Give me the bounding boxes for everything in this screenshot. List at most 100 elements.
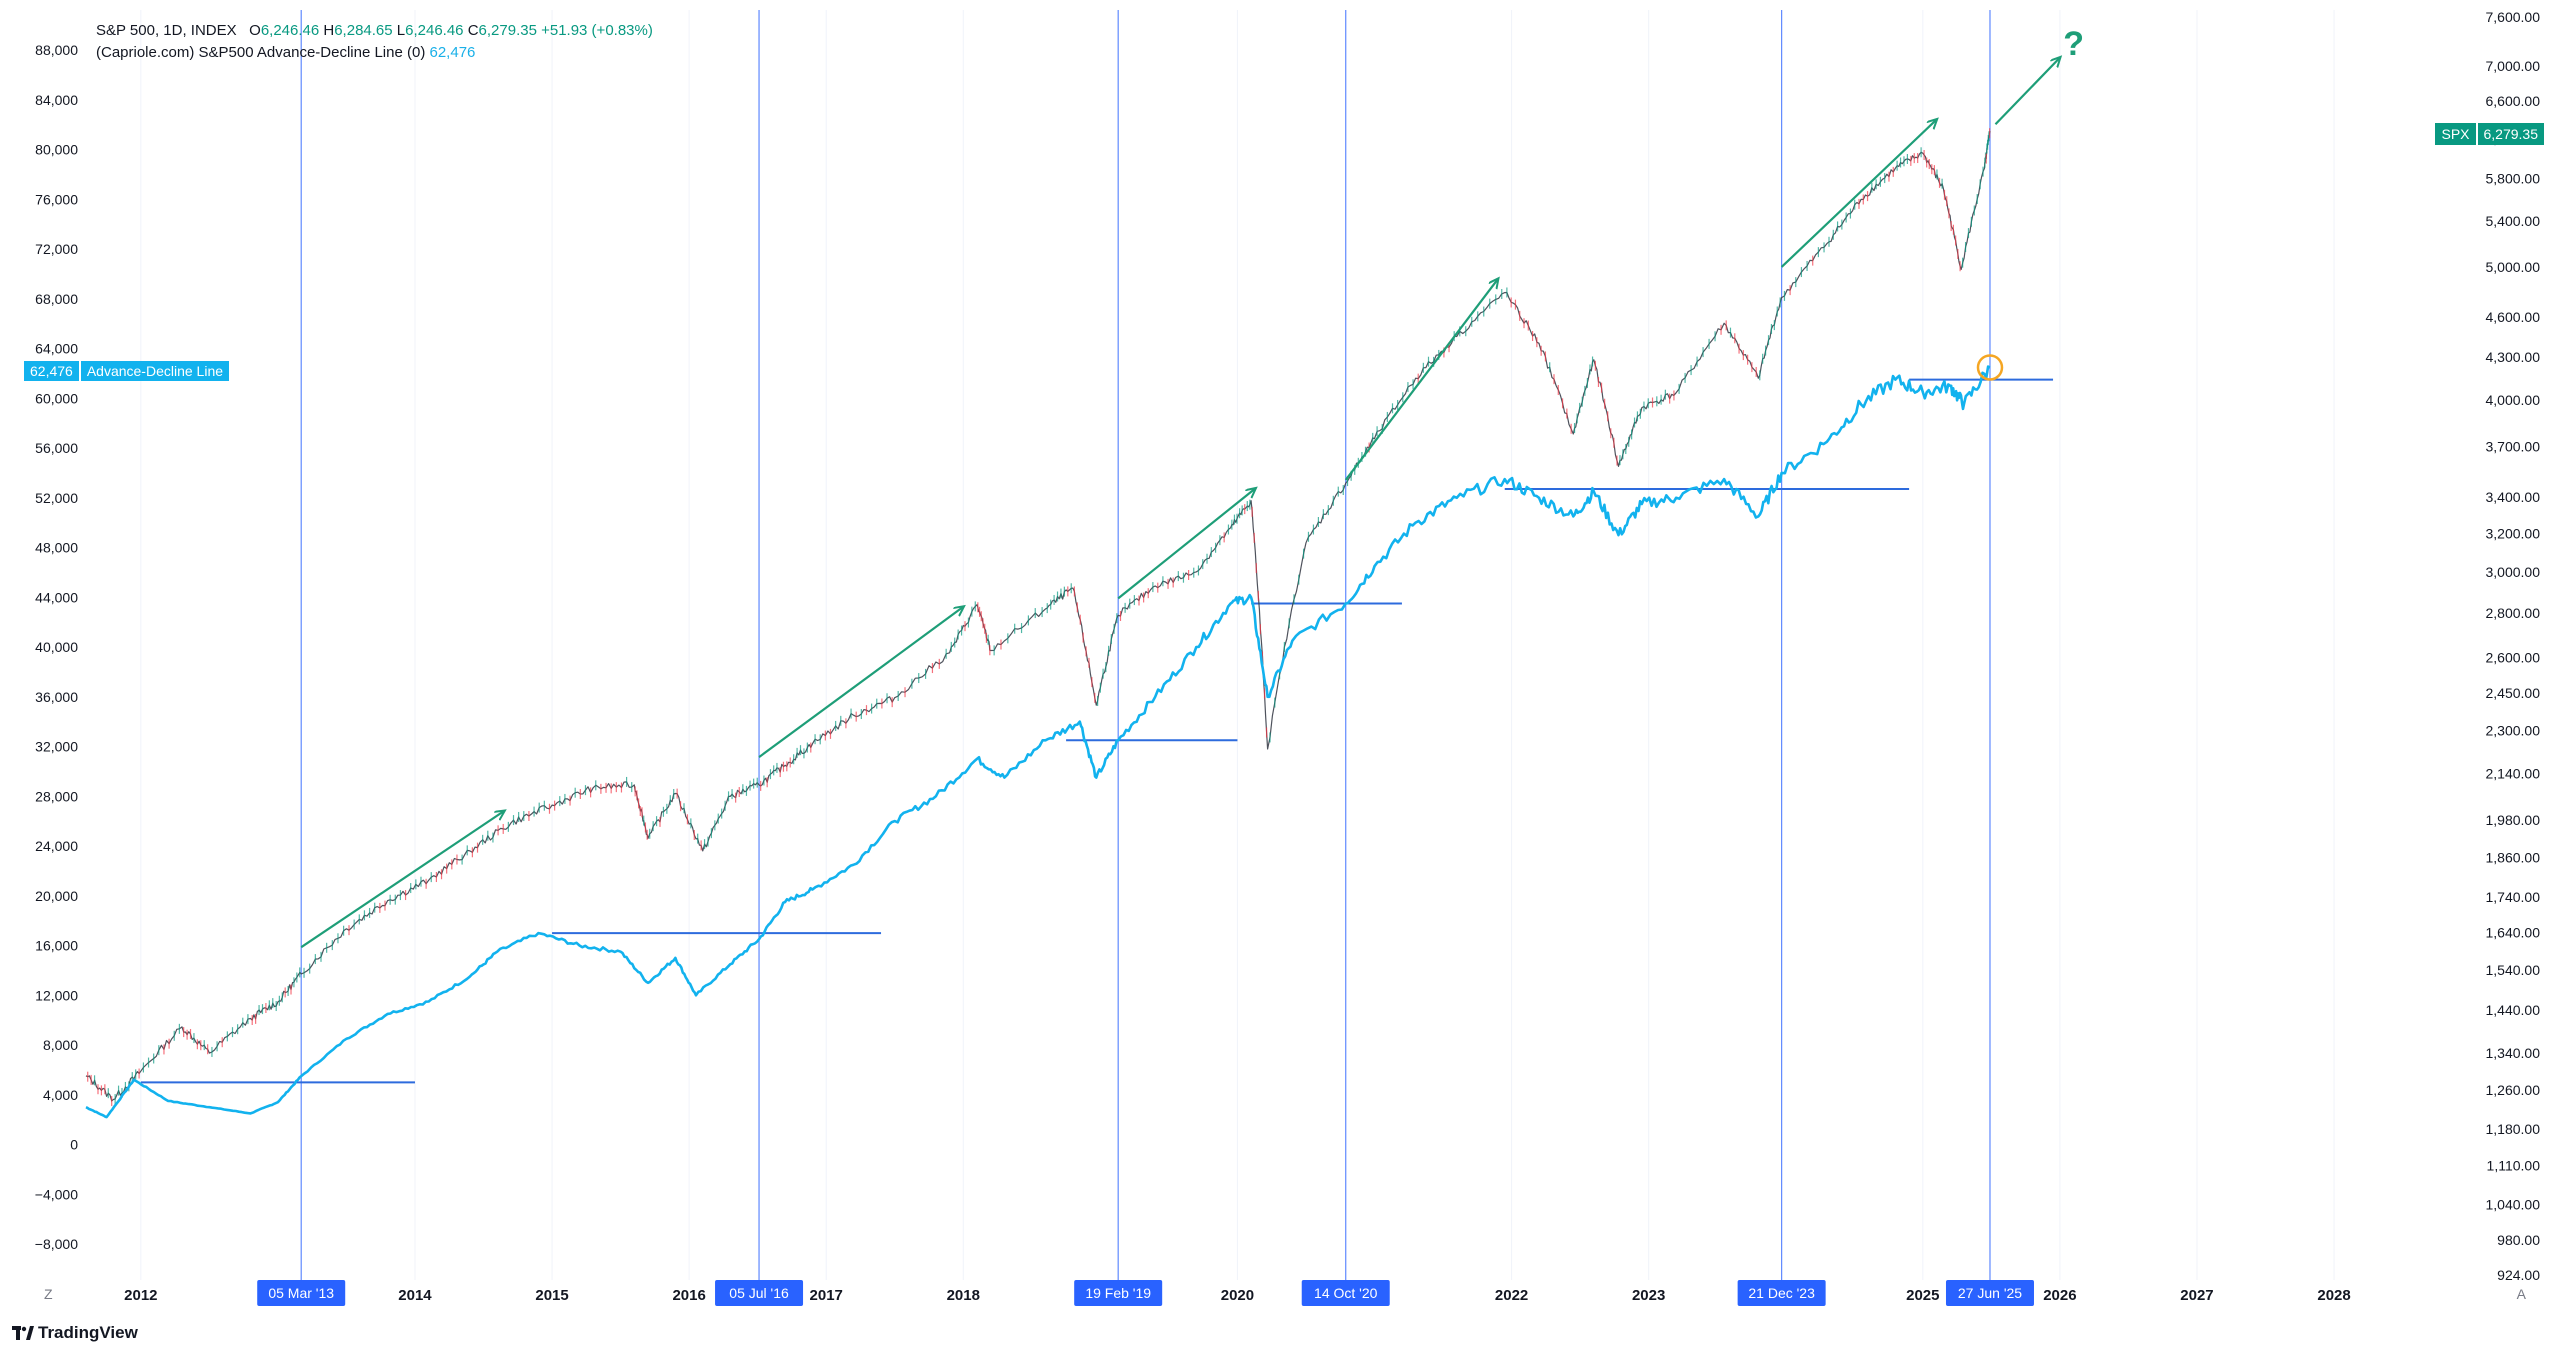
right-tick-label: 2,800.00: [2486, 605, 2541, 621]
left-tick-label: 60,000: [35, 390, 78, 406]
right-tick-label: 1,540.00: [2486, 962, 2541, 978]
left-tick-label: 68,000: [35, 291, 78, 307]
left-tick-label: 4,000: [43, 1087, 78, 1103]
legend-indicator-value: 62,476: [429, 44, 476, 61]
right-tick-label: 2,600.00: [2486, 649, 2541, 665]
date-marker-label: 19 Feb '19: [1085, 1285, 1151, 1301]
legend-indicator-name: (Capriole.com) S&P500 Advance-Decline Li…: [96, 44, 426, 61]
legend-high-value: 6,284.65: [334, 22, 393, 39]
right-tick-label: 1,260.00: [2486, 1082, 2541, 1098]
right-tick-label: 5,000.00: [2486, 259, 2541, 275]
right-tick-label: 3,400.00: [2486, 489, 2541, 505]
time-axis: 2012 2014 2015 2016 2017 2018 2020 2022 2023 2025…: [124, 1287, 2351, 1304]
left-tick-label: 40,000: [35, 639, 78, 655]
left-tick-label: −4,000: [35, 1186, 78, 1202]
left-tick-label: 80,000: [35, 142, 78, 158]
x-tick-label: 2016: [672, 1287, 705, 1304]
trend-arrow: [1780, 120, 1937, 268]
right-tick-label: 7,600.00: [2486, 9, 2541, 25]
spx-tag-value: 6,279.35: [2477, 123, 2544, 145]
legend-open-label: O: [249, 22, 261, 39]
x-tick-label: 2018: [947, 1287, 980, 1304]
right-tick-label: 1,860.00: [2486, 849, 2541, 865]
right-tick-label: 3,200.00: [2486, 525, 2541, 541]
left-tick-label: 32,000: [35, 739, 78, 755]
right-tick-label: 1,640.00: [2486, 924, 2541, 940]
right-tick-label: 3,000.00: [2486, 564, 2541, 580]
x-tick-label: 2022: [1495, 1287, 1528, 1304]
left-tick-label: 76,000: [35, 191, 78, 207]
x-tick-label: 2020: [1221, 1287, 1254, 1304]
trend-arrow: [1994, 58, 2059, 126]
x-tick-label: 2028: [2317, 1287, 2350, 1304]
x-tick-label: 2015: [535, 1287, 568, 1304]
x-tick-label: 2017: [810, 1287, 843, 1304]
legend-low-label: L: [396, 22, 406, 39]
right-tick-label: 1,110.00: [2487, 1158, 2541, 1174]
adl-price-tag: 62,476 Advance-Decline Line: [24, 361, 230, 381]
trend-arrow: [300, 811, 504, 949]
date-marker-box: [1074, 1280, 1163, 1306]
right-tick-label: 1,340.00: [2486, 1045, 2541, 1061]
left-tick-label: 20,000: [35, 888, 78, 904]
right-tick-label: 1,980.00: [2486, 812, 2541, 828]
spx-tag-symbol: SPX: [2435, 123, 2476, 145]
chart-legend: S&P 500, 1D, INDEX O6,246.46 H6,284.65 L…: [96, 20, 653, 64]
question-mark-annotation: ?: [2063, 25, 2084, 63]
legend-high-label: H: [323, 22, 335, 39]
right-tick-label: 4,000.00: [2486, 392, 2541, 408]
left-tick-label: 88,000: [35, 42, 78, 58]
adl-series-line: [85, 365, 1991, 1119]
adl-tag-value: 62,476: [24, 361, 79, 381]
left-tick-label: 28,000: [35, 788, 78, 804]
left-tick-label: 12,000: [35, 987, 78, 1003]
timezone-button[interactable]: Z: [44, 1286, 53, 1302]
legend-close-label: C: [467, 22, 479, 39]
right-tick-label: 4,300.00: [2486, 349, 2541, 365]
right-tick-label: 1,040.00: [2486, 1196, 2541, 1212]
left-tick-label: 72,000: [35, 241, 78, 257]
right-tick-label: 5,800.00: [2486, 170, 2541, 186]
trend-arrow: [758, 607, 963, 758]
left-tick-label: 8,000: [43, 1037, 78, 1053]
legend-symbol: S&P 500, 1D, INDEX: [96, 22, 237, 39]
brand-name: TradingView: [38, 1323, 138, 1342]
x-tick-label: 2025: [1906, 1287, 1939, 1304]
spx-price-tag: SPX 6,279.35: [2435, 123, 2544, 145]
left-tick-label: 44,000: [35, 589, 78, 605]
breakout-highlight-circle: [1976, 354, 2004, 381]
tradingview-logo[interactable]: TradingView: [12, 1323, 138, 1343]
auto-scale-button[interactable]: A: [2516, 1286, 2526, 1302]
date-marker-label: 05 Jul '16: [729, 1285, 789, 1301]
date-marker-label: 14 Oct '20: [1314, 1285, 1378, 1301]
right-tick-label: 5,400.00: [2486, 213, 2541, 229]
spx-series-line: [85, 130, 1991, 1102]
x-tick-label: 2027: [2180, 1287, 2213, 1304]
right-tick-label: 3,700.00: [2486, 439, 2541, 455]
left-tick-label: 36,000: [35, 689, 78, 705]
date-marker-box: [715, 1280, 804, 1306]
date-marker-box: [1945, 1280, 2034, 1306]
right-tick-label: 980.00: [2497, 1232, 2540, 1248]
right-tick-label: 2,140.00: [2486, 766, 2541, 782]
left-tick-label: 24,000: [35, 838, 78, 854]
left-tick-label: 64,000: [35, 341, 78, 357]
right-tick-label: 1,180.00: [2486, 1121, 2541, 1137]
right-tick-label: 1,440.00: [2486, 1002, 2541, 1018]
left-axis: 88,000 84,000 80,000 76,000 72,000 68,000 64,0…: [35, 42, 78, 1252]
date-marker-label: 05 Mar '13: [268, 1285, 334, 1301]
legend-indicator[interactable]: (Capriole.com) S&P500 Advance-Decline Li…: [96, 42, 653, 64]
x-tick-label: 2023: [1632, 1287, 1665, 1304]
right-tick-label: 4,600.00: [2486, 309, 2541, 325]
legend-change: +51.93 (+0.83%): [541, 22, 653, 39]
date-marker-box: [257, 1280, 346, 1306]
right-tick-label: 6,600.00: [2486, 93, 2541, 109]
right-tick-label: 2,300.00: [2486, 723, 2541, 739]
legend-open-value: 6,246.46: [260, 22, 320, 39]
date-marker-box: [1737, 1280, 1826, 1306]
left-tick-label: 84,000: [35, 92, 78, 108]
date-marker-box: [1301, 1280, 1390, 1306]
right-tick-label: 924.00: [2497, 1267, 2540, 1283]
legend-main-series[interactable]: S&P 500, 1D, INDEX O6,246.46 H6,284.65 L…: [96, 20, 653, 42]
